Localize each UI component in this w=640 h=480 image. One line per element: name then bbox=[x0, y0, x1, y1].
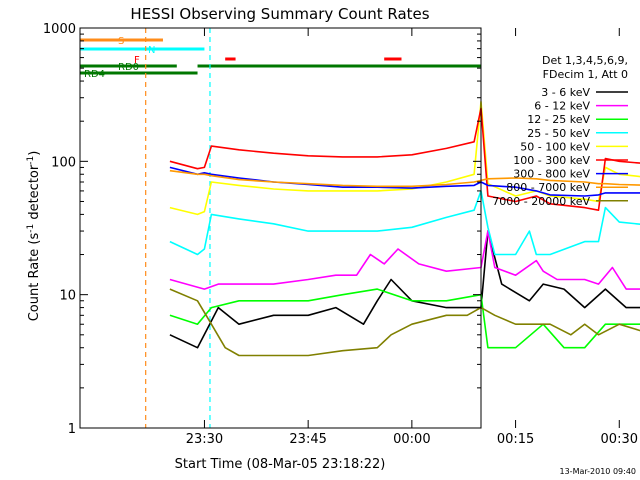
series-line-4 bbox=[169, 100, 640, 216]
series-line-0 bbox=[169, 230, 640, 349]
status-label-rd4: RD4 bbox=[84, 69, 105, 80]
x-tick-label-4: 00:30 bbox=[601, 432, 638, 447]
x-tick-label-2: 00:00 bbox=[393, 432, 430, 447]
x-tick-label-3: 00:15 bbox=[497, 432, 534, 447]
legend-label-0: 3 - 6 keV bbox=[541, 86, 590, 99]
legend-label-4: 50 - 100 keV bbox=[520, 140, 590, 153]
legend-label-1: 6 - 12 keV bbox=[534, 100, 590, 113]
legend: Det 1,3,4,5,6,9, FDecim 1, Att 0 3 - 6 k… bbox=[492, 54, 628, 208]
legend-label-8: 7000 - 20000 keV bbox=[492, 195, 590, 208]
y-tick-label-2: 100 bbox=[51, 155, 76, 170]
y-tick-label-3: 1000 bbox=[43, 22, 76, 37]
legend-title-line2: FDecim 1, Att 0 bbox=[543, 68, 628, 81]
x-tick-label-1: 23:45 bbox=[289, 432, 326, 447]
status-label-n: N bbox=[148, 45, 155, 56]
series-line-3 bbox=[169, 190, 640, 256]
series-line-6 bbox=[169, 166, 640, 197]
status-label-s: S bbox=[118, 36, 124, 47]
y-axis-label: Count Rate (s-1 detector-1) bbox=[26, 151, 42, 322]
chart-title: HESSI Observing Summary Count Rates bbox=[130, 5, 429, 23]
legend-label-6: 300 - 800 keV bbox=[513, 168, 590, 181]
timestamp: 13-Mar-2010 09:40 bbox=[560, 467, 637, 476]
y-tick-label-1: 10 bbox=[59, 289, 76, 304]
y-tick-label-0: 1 bbox=[68, 422, 76, 437]
status-label-rd0: RD0 bbox=[118, 62, 139, 73]
legend-label-7: 800 - 7000 keV bbox=[506, 181, 590, 194]
x-tick-label-0: 23:30 bbox=[186, 432, 223, 447]
legend-label-2: 12 - 25 keV bbox=[527, 113, 590, 126]
status-label-f: F bbox=[134, 55, 140, 66]
series-line-7 bbox=[169, 169, 640, 188]
series-line-5 bbox=[169, 107, 640, 211]
plot-frame bbox=[79, 27, 482, 429]
x-axis-label: Start Time (08-Mar-05 23:18:22) bbox=[175, 457, 386, 472]
vertical-markers bbox=[145, 28, 211, 428]
legend-label-5: 100 - 300 keV bbox=[513, 154, 590, 167]
series-lines bbox=[169, 100, 640, 357]
series-line-8 bbox=[169, 288, 640, 357]
legend-title-line1: Det 1,3,4,5,6,9, bbox=[542, 54, 628, 67]
legend-label-3: 25 - 50 keV bbox=[527, 127, 590, 140]
